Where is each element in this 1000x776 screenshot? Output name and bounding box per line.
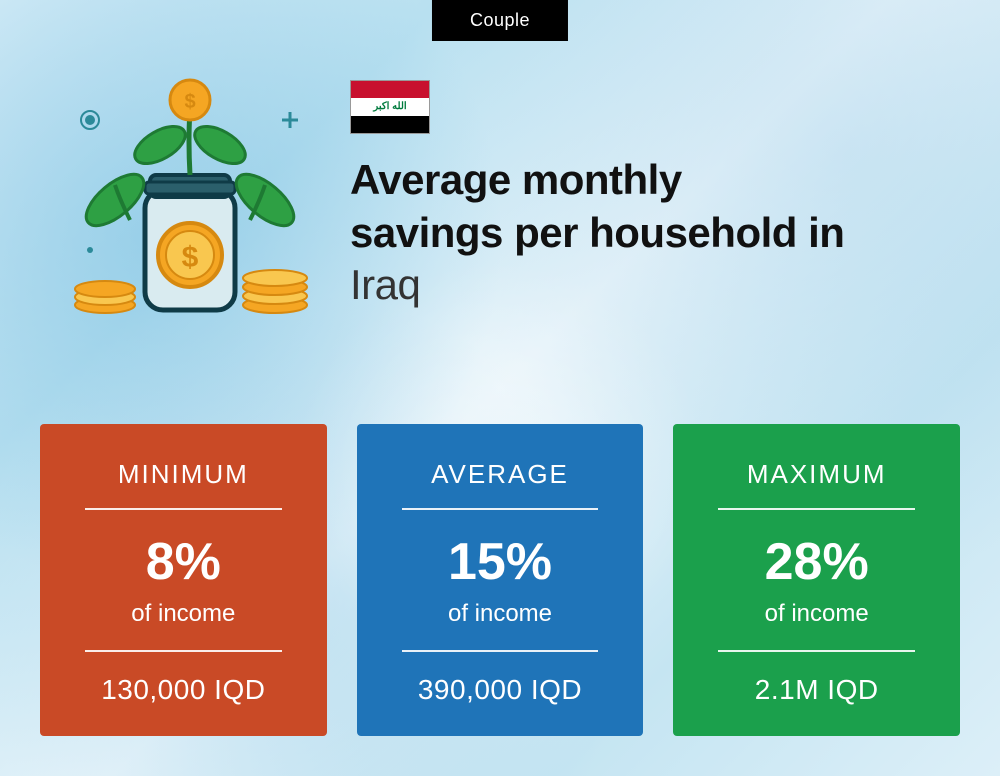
card-percent: 8% (65, 532, 302, 592)
card-minimum: MINIMUM 8% of income 130,000 IQD (40, 424, 327, 736)
stat-cards: MINIMUM 8% of income 130,000 IQD AVERAGE… (40, 424, 960, 736)
card-divider (85, 650, 282, 652)
card-sub: of income (698, 600, 935, 628)
category-badge: Couple (432, 0, 568, 41)
flag-stripe-bottom (351, 116, 429, 133)
svg-text:$: $ (184, 91, 195, 113)
card-label: MAXIMUM (698, 459, 935, 490)
title-line-2: savings per household in (350, 209, 844, 256)
title-country: Iraq (350, 261, 420, 308)
iraq-flag-icon: الله اکبر (350, 80, 430, 134)
coin-stack-right-icon (243, 270, 307, 313)
card-percent: 28% (698, 532, 935, 592)
card-sub: of income (65, 600, 302, 628)
flag-stripe-top (351, 81, 429, 98)
savings-illustration: $ $ (60, 70, 320, 330)
card-average: AVERAGE 15% of income 390,000 IQD (357, 424, 644, 736)
card-amount: 390,000 IQD (382, 674, 619, 706)
card-sub: of income (382, 600, 619, 628)
top-coin-icon: $ (170, 80, 210, 120)
card-label: MINIMUM (65, 459, 302, 490)
flag-script: الله اکبر (373, 101, 406, 112)
card-amount: 130,000 IQD (65, 674, 302, 706)
coin-stack-left-icon (75, 281, 135, 313)
card-divider (402, 508, 599, 510)
card-maximum: MAXIMUM 28% of income 2.1M IQD (673, 424, 960, 736)
svg-text:$: $ (182, 241, 199, 274)
card-percent: 15% (382, 532, 619, 592)
flag-stripe-middle: الله اکبر (351, 98, 429, 115)
card-divider (402, 650, 599, 652)
title-line-1: Average monthly (350, 156, 682, 203)
card-divider (85, 508, 282, 510)
card-label: AVERAGE (382, 459, 619, 490)
card-amount: 2.1M IQD (698, 674, 935, 706)
card-divider (718, 508, 915, 510)
title-block: الله اکبر Average monthly savings per ho… (350, 70, 960, 312)
card-divider (718, 650, 915, 652)
header-section: $ $ (60, 70, 960, 330)
page-title: Average monthly savings per household in… (350, 154, 960, 312)
coin-in-jar-icon: $ (158, 223, 222, 287)
